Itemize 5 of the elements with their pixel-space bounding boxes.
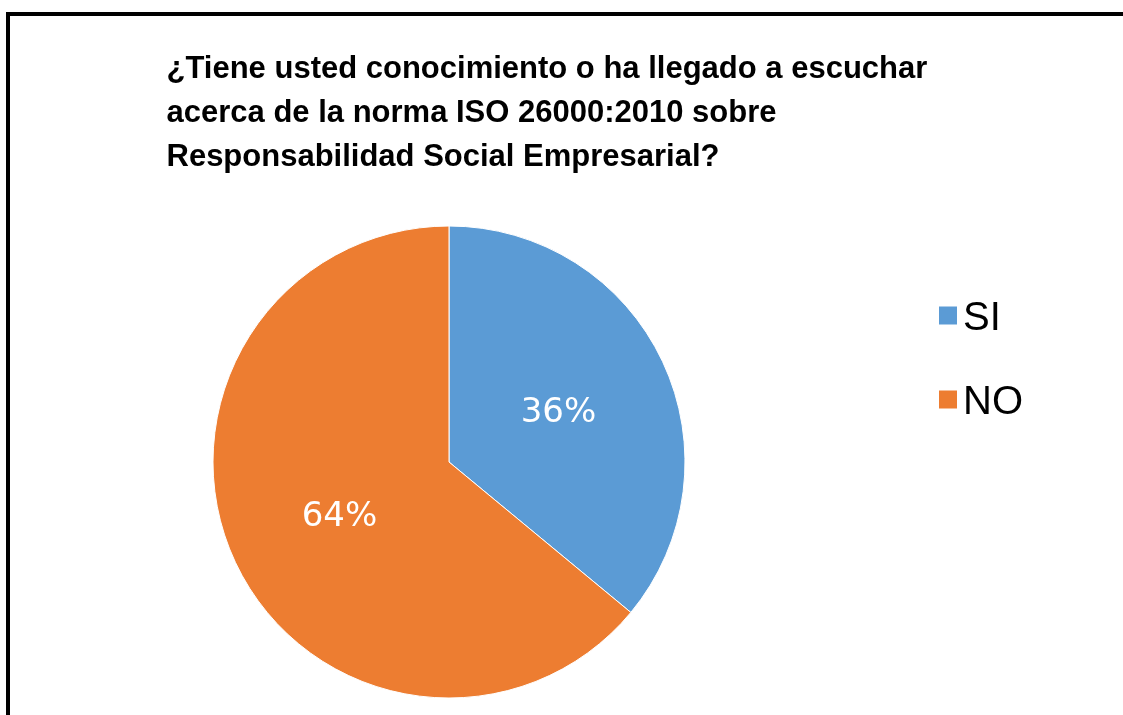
data-label: 36% — [520, 390, 597, 431]
legend-label: SI — [963, 293, 1001, 338]
legend-label: NO — [963, 377, 1023, 422]
data-label: 64% — [301, 493, 378, 534]
chart-title: ¿Tiene usted conocimiento o ha llegado a escuchar acerca de la norma ISO 26000:2010 sobre Responsabilidad Social Empresarial? — [166, 49, 936, 173]
